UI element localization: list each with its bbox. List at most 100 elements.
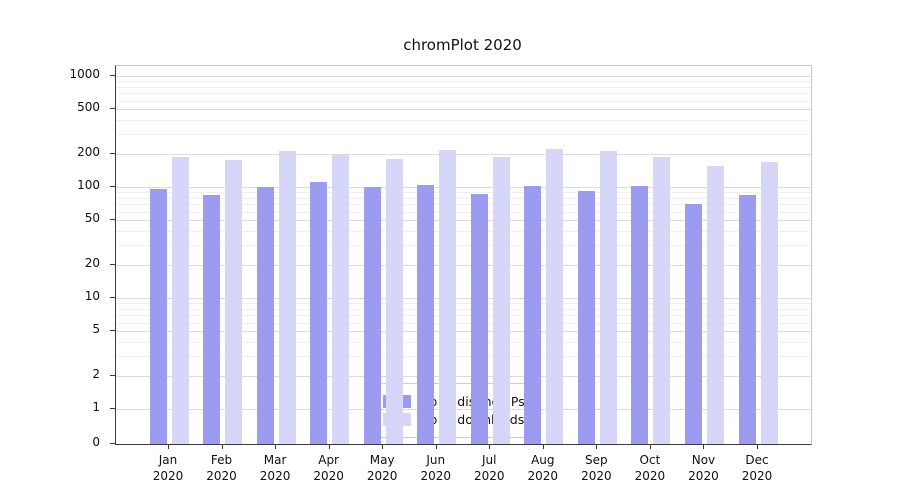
bar-downloads: [439, 150, 457, 444]
bar-downloads: [546, 148, 564, 444]
bar-distinct-ips: [417, 184, 435, 444]
minor-gridline: [116, 322, 811, 324]
major-gridline: [116, 76, 811, 77]
bar-distinct-ips: [256, 187, 274, 444]
y-axis-tick-label: 50: [84, 211, 100, 226]
y-axis-tick-label: 1: [92, 400, 100, 414]
x-axis-tick-label: Jul 2020: [473, 453, 505, 484]
minor-gridline: [116, 134, 811, 136]
y-axis-tick-mark: [110, 408, 115, 409]
bar-downloads: [653, 156, 671, 444]
minor-gridline: [116, 245, 811, 247]
x-axis-tick-mark: [382, 444, 384, 449]
y-axis-tick-mark: [110, 263, 115, 265]
y-axis-tick-label: 5: [92, 322, 100, 337]
y-axis-tick-mark: [110, 75, 115, 76]
bar-distinct-ips: [203, 194, 221, 444]
minor-gridline: [116, 211, 811, 213]
x-axis-tick-mark: [596, 444, 598, 449]
x-axis-tick-label: Nov 2020: [688, 453, 719, 484]
x-axis-tick-mark: [703, 444, 705, 449]
minor-gridline: [116, 303, 811, 305]
major-gridline: [116, 375, 811, 377]
y-axis-tick-label: 200: [77, 144, 100, 159]
minor-gridline: [116, 315, 811, 317]
bar-distinct-ips: [310, 182, 328, 444]
bar-downloads: [760, 161, 778, 444]
x-axis-tick-mark: [542, 444, 544, 449]
bar-downloads: [332, 154, 350, 444]
bar-downloads: [278, 151, 296, 444]
y-axis-tick-mark: [110, 219, 115, 221]
x-axis-tick-mark: [275, 444, 277, 449]
minor-gridline: [116, 356, 811, 358]
major-gridline: [116, 153, 811, 155]
y-axis-tick-mark: [110, 443, 115, 444]
x-axis-tick-label: Jan 2020: [152, 453, 184, 484]
major-gridline: [116, 331, 811, 333]
major-gridline: [116, 187, 811, 188]
plot-area: Nb of distinct IPs Nb of downloads: [115, 65, 812, 445]
x-axis-tick-label: Mar 2020: [259, 453, 291, 484]
bar-downloads: [171, 157, 189, 444]
chart-title: chromPlot 2020: [403, 36, 522, 54]
x-axis-tick-label: May 2020: [366, 453, 398, 484]
y-axis-tick-label: 20: [84, 255, 100, 270]
y-axis-tick-label: 500: [77, 100, 100, 115]
x-axis-tick-label: Dec 2020: [741, 453, 773, 484]
x-axis-tick-label: Sep 2020: [581, 453, 612, 484]
bar-distinct-ips: [631, 185, 649, 444]
x-axis-tick-label: Jun 2020: [420, 453, 451, 484]
bar-distinct-ips: [524, 185, 542, 444]
y-axis-tick-mark: [110, 108, 115, 110]
minor-gridline: [116, 197, 811, 199]
x-axis-tick-mark: [328, 444, 330, 449]
bar-downloads: [599, 150, 617, 444]
minor-gridline: [116, 204, 811, 206]
major-gridline: [116, 220, 811, 222]
bar-downloads: [492, 157, 510, 444]
x-axis-tick-label: Aug 2020: [527, 453, 559, 484]
minor-gridline: [116, 100, 811, 102]
minor-gridline: [116, 81, 811, 83]
bar-downloads: [225, 160, 243, 444]
major-gridline: [116, 109, 811, 111]
x-axis-tick-mark: [435, 444, 437, 449]
x-axis-tick-mark: [221, 444, 223, 449]
x-axis-tick-mark: [489, 444, 491, 449]
y-axis-tick-mark: [110, 186, 115, 187]
x-axis-tick-label: Oct 2020: [634, 453, 666, 484]
minor-gridline: [116, 192, 811, 194]
bar-distinct-ips: [363, 187, 381, 444]
major-gridline: [116, 264, 811, 266]
minor-gridline: [116, 231, 811, 233]
major-gridline: [116, 409, 811, 410]
y-axis-tick-mark: [110, 330, 115, 332]
bar-distinct-ips: [738, 194, 756, 444]
bar-distinct-ips: [577, 191, 595, 444]
y-axis-tick-mark: [110, 374, 115, 376]
x-axis-tick-mark: [168, 444, 169, 449]
bar-distinct-ips: [684, 204, 702, 444]
minor-gridline: [116, 342, 811, 344]
y-axis-tick-label: 1000: [69, 67, 100, 81]
major-gridline: [116, 298, 811, 299]
bar-distinct-ips: [470, 193, 488, 444]
x-axis-tick-label: Apr 2020: [313, 453, 344, 484]
minor-gridline: [116, 93, 811, 95]
x-axis-tick-mark: [757, 444, 758, 449]
y-axis-tick-label: 0: [92, 435, 100, 449]
minor-gridline: [116, 308, 811, 310]
minor-gridline: [116, 86, 811, 88]
y-axis-tick-label: 2: [92, 366, 100, 381]
x-axis-tick-mark: [649, 444, 651, 449]
y-axis-tick-mark: [110, 297, 115, 298]
y-axis-tick-label: 10: [84, 289, 100, 303]
bar-downloads: [706, 165, 724, 444]
x-axis-tick-label: Feb 2020: [206, 453, 237, 484]
minor-gridline: [116, 120, 811, 122]
bar-downloads: [385, 159, 403, 444]
y-axis-tick-label: 100: [77, 178, 100, 192]
y-axis-tick-mark: [110, 152, 115, 154]
